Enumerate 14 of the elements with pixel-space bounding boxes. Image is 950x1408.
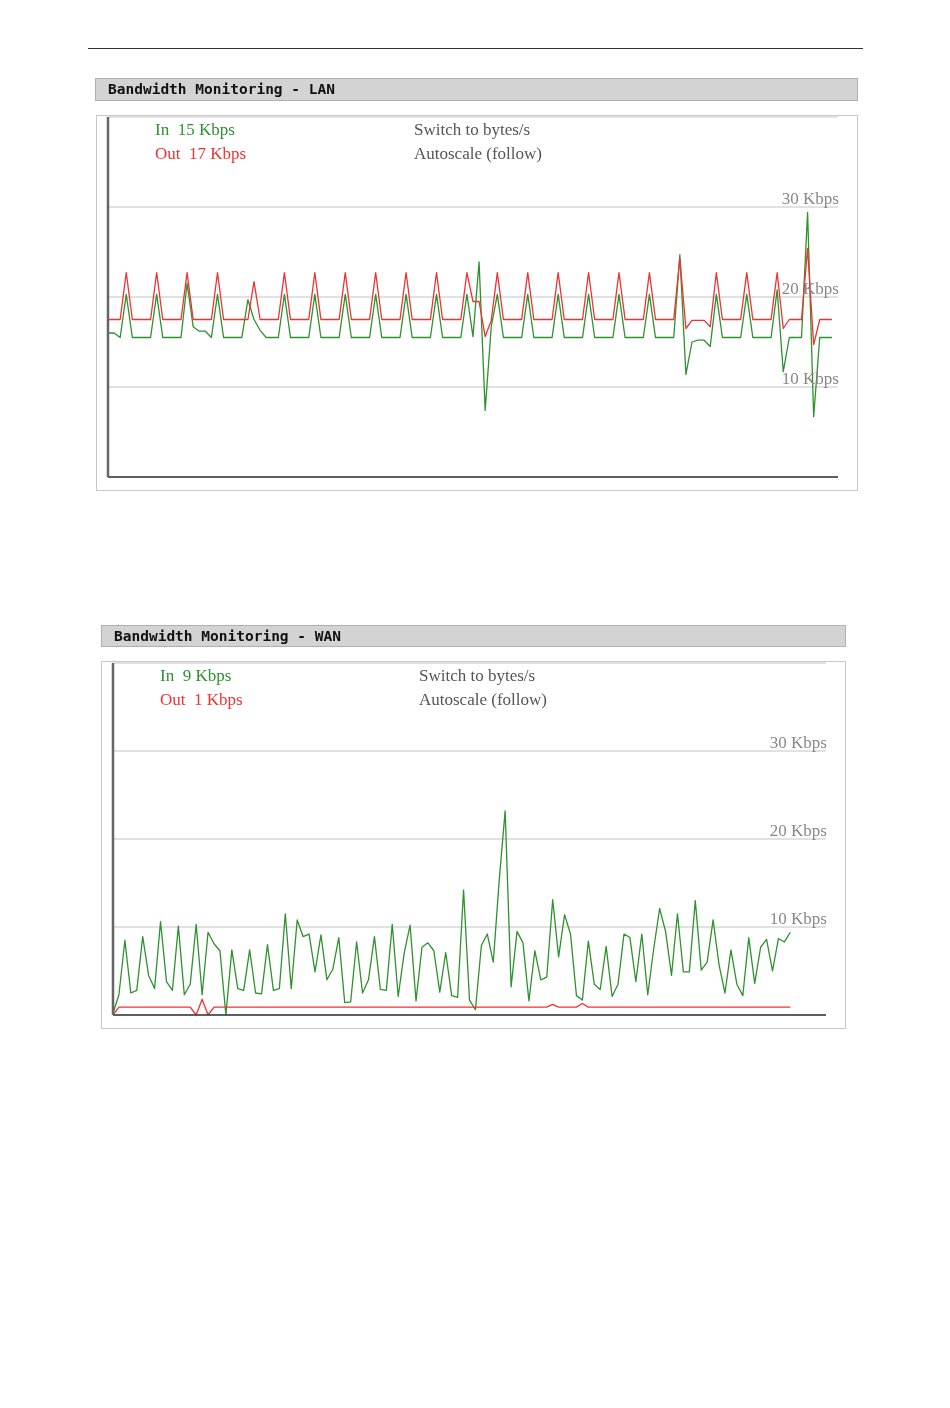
y-tick-label: 30 Kbps bbox=[769, 733, 827, 752]
y-tick-label: 20 Kbps bbox=[769, 821, 827, 840]
text: Out 17 Kbps bbox=[155, 143, 247, 165]
chart-title: Bandwidth Monitoring - LAN bbox=[108, 81, 335, 97]
annotation: Autoscale (follow) bbox=[414, 143, 542, 165]
annotation: Switch to bytes/s bbox=[419, 665, 537, 687]
text: In 15 Kbps bbox=[155, 119, 236, 141]
annotation: Switch to bytes/s bbox=[414, 119, 532, 141]
chart-title: Bandwidth Monitoring - WAN bbox=[114, 628, 341, 644]
text: Out 1 Kbps bbox=[160, 689, 243, 711]
y-tick-label: 10 Kbps bbox=[769, 909, 827, 928]
annotation: Autoscale (follow) bbox=[419, 689, 547, 711]
y-tick-label: 30 Kbps bbox=[781, 189, 839, 208]
text: In 9 Kbps bbox=[160, 665, 233, 687]
